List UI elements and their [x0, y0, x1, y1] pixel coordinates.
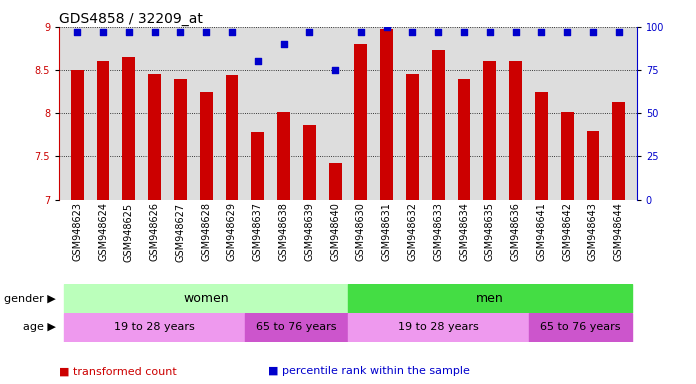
Bar: [200, 92, 212, 200]
Bar: [148, 74, 161, 200]
Text: 19 to 28 years: 19 to 28 years: [114, 322, 195, 333]
Bar: [251, 132, 264, 200]
Point: [587, 29, 599, 35]
Bar: [406, 74, 419, 200]
Bar: [348, 313, 528, 342]
Point: [149, 29, 160, 35]
Point: [381, 24, 393, 30]
Text: 65 to 76 years: 65 to 76 years: [256, 322, 337, 333]
Point: [536, 29, 547, 35]
Bar: [509, 61, 522, 200]
Bar: [432, 50, 445, 200]
Text: ■ transformed count: ■ transformed count: [59, 366, 177, 376]
Text: age ▶: age ▶: [23, 322, 56, 333]
Point: [175, 29, 186, 35]
Point: [278, 41, 289, 47]
Bar: [277, 112, 290, 200]
Bar: [71, 70, 84, 200]
Bar: [561, 112, 574, 200]
Point: [484, 29, 496, 35]
Point: [226, 29, 237, 35]
Point: [329, 67, 340, 73]
Bar: [612, 102, 625, 200]
Text: 65 to 76 years: 65 to 76 years: [540, 322, 620, 333]
Point: [123, 29, 134, 35]
Point: [356, 29, 367, 35]
Bar: [174, 79, 187, 200]
Bar: [484, 61, 496, 200]
Text: men: men: [476, 292, 504, 305]
Bar: [97, 61, 109, 200]
Bar: [245, 313, 348, 342]
Point: [510, 29, 521, 35]
Point: [72, 29, 83, 35]
Bar: [380, 28, 393, 200]
Text: GDS4858 / 32209_at: GDS4858 / 32209_at: [59, 12, 203, 26]
Point: [562, 29, 573, 35]
Bar: [64, 313, 245, 342]
Text: 19 to 28 years: 19 to 28 years: [398, 322, 479, 333]
Text: gender ▶: gender ▶: [4, 293, 56, 304]
Text: women: women: [183, 292, 229, 305]
Bar: [457, 79, 470, 200]
Text: ■ percentile rank within the sample: ■ percentile rank within the sample: [268, 366, 470, 376]
Point: [303, 29, 315, 35]
Bar: [329, 164, 342, 200]
Point: [252, 58, 263, 65]
Bar: [348, 284, 632, 313]
Bar: [303, 124, 316, 200]
Bar: [122, 57, 135, 200]
Bar: [226, 75, 239, 200]
Point: [200, 29, 212, 35]
Bar: [354, 44, 367, 200]
Point: [97, 29, 109, 35]
Point: [407, 29, 418, 35]
Point: [613, 29, 624, 35]
Point: [459, 29, 470, 35]
Bar: [587, 131, 599, 200]
Bar: [64, 284, 348, 313]
Point: [433, 29, 444, 35]
Bar: [535, 92, 548, 200]
Bar: [528, 313, 632, 342]
